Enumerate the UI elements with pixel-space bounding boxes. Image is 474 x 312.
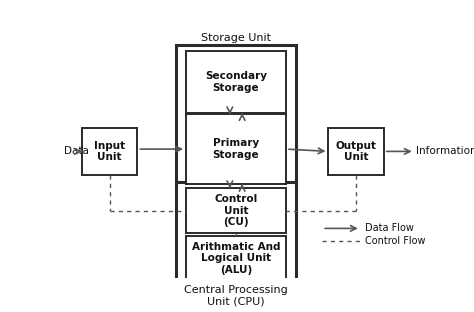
Bar xyxy=(176,182,296,284)
Text: Primary
Storage: Primary Storage xyxy=(213,138,259,160)
Bar xyxy=(176,45,296,186)
Text: Information: Information xyxy=(416,146,474,156)
Text: Secondary
Storage: Secondary Storage xyxy=(205,71,267,93)
Text: Data Flow: Data Flow xyxy=(365,223,413,233)
Text: Storage Unit: Storage Unit xyxy=(201,33,271,43)
Text: Output
Unit: Output Unit xyxy=(336,141,377,162)
Text: Data: Data xyxy=(64,146,89,156)
Bar xyxy=(186,236,286,281)
Bar xyxy=(186,51,286,113)
Text: Input
Unit: Input Unit xyxy=(94,141,125,162)
Bar xyxy=(82,128,137,174)
Bar xyxy=(328,128,384,174)
Text: Control
Unit
(CU): Control Unit (CU) xyxy=(214,194,258,227)
Text: Control Flow: Control Flow xyxy=(365,236,425,246)
Text: Central Processing
Unit (CPU): Central Processing Unit (CPU) xyxy=(184,285,288,306)
Bar xyxy=(186,188,286,233)
Bar xyxy=(186,115,286,184)
Text: Arithmatic And
Logical Unit
(ALU): Arithmatic And Logical Unit (ALU) xyxy=(192,242,280,275)
